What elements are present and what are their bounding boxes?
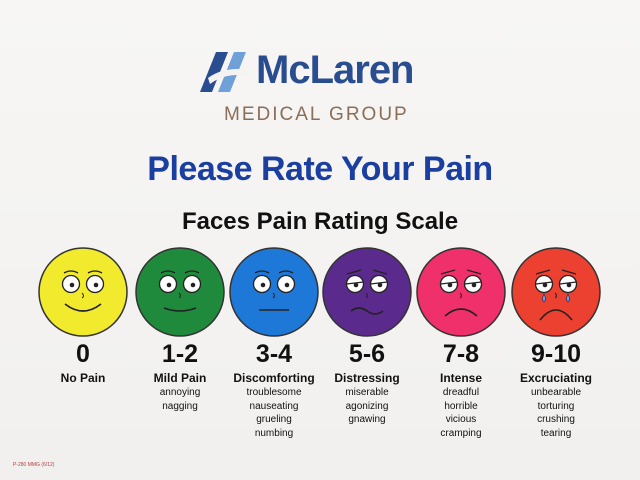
face-crying-icon <box>511 247 601 337</box>
face-slight-smile-icon <box>135 247 225 337</box>
mclaren-logo-icon <box>200 52 250 92</box>
faces-row <box>38 247 601 337</box>
form-number: P-280 MMG (6/12) <box>13 462 55 468</box>
pain-level-1-2: 1-2 Mild Pain annoying nagging <box>125 340 235 413</box>
pain-descriptor: miserable <box>345 387 389 398</box>
pain-level-7-8: 7-8 Intense dreadful horrible vicious crampin… <box>406 340 516 440</box>
scale-title: Faces Pain Rating Scale <box>181 208 459 235</box>
pain-label: Distressing <box>334 371 400 385</box>
brand-logo: McLaren <box>194 46 434 96</box>
pain-descriptor: annoying <box>159 387 201 398</box>
pain-descriptor: tearing <box>540 427 572 439</box>
pain-descriptor: grueling <box>256 414 292 425</box>
pain-descriptor: horrible <box>444 400 478 412</box>
pain-descriptor: troublesome <box>246 387 302 398</box>
pain-descriptor: vicious <box>445 414 477 425</box>
pain-range: 5-6 <box>348 340 386 368</box>
pain-range: 0 <box>76 340 90 368</box>
pain-descriptor: unbearable <box>530 387 582 398</box>
pain-range: 7-8 <box>442 340 480 368</box>
pain-label: Intense <box>439 371 482 385</box>
pain-descriptor: nauseating <box>249 400 299 412</box>
pain-descriptor: dreadful <box>442 387 480 398</box>
face-smile-icon <box>38 247 128 337</box>
pain-range: 9-10 <box>530 340 582 368</box>
pain-descriptor: gnawing <box>348 414 386 425</box>
pain-level-3-4: 3-4 Discomforting troublesome nauseating gru… <box>219 340 329 440</box>
pain-label: Excruciating <box>519 371 593 385</box>
pain-descriptor: crushing <box>537 414 575 425</box>
face-wavy-icon <box>322 247 412 337</box>
pain-label: Mild Pain <box>153 371 207 385</box>
pain-descriptor: cramping <box>440 427 482 439</box>
pain-level-9-10: 9-10 Excruciating unbearable torturing crush… <box>501 340 611 440</box>
pain-range: 1-2 <box>161 340 199 368</box>
face-neutral-icon <box>229 247 319 337</box>
brand-subtitle: MEDICAL GROUP <box>224 104 409 125</box>
face-frown-icon <box>416 247 506 337</box>
pain-range: 3-4 <box>255 340 293 368</box>
pain-label: No Pain <box>60 371 106 385</box>
page-title: Please Rate Your Pain <box>147 150 493 188</box>
pain-descriptor: torturing <box>537 400 575 412</box>
pain-descriptor: numbing <box>254 427 294 439</box>
pain-level-0: 0 No Pain <box>28 340 138 386</box>
pain-label: Discomforting <box>233 371 315 385</box>
pain-level-5-6: 5-6 Distressing miserable agonizing gnawing <box>312 340 422 427</box>
brand-name: McLaren <box>256 48 414 92</box>
pain-descriptor: nagging <box>162 400 198 412</box>
pain-descriptor: agonizing <box>345 400 389 412</box>
